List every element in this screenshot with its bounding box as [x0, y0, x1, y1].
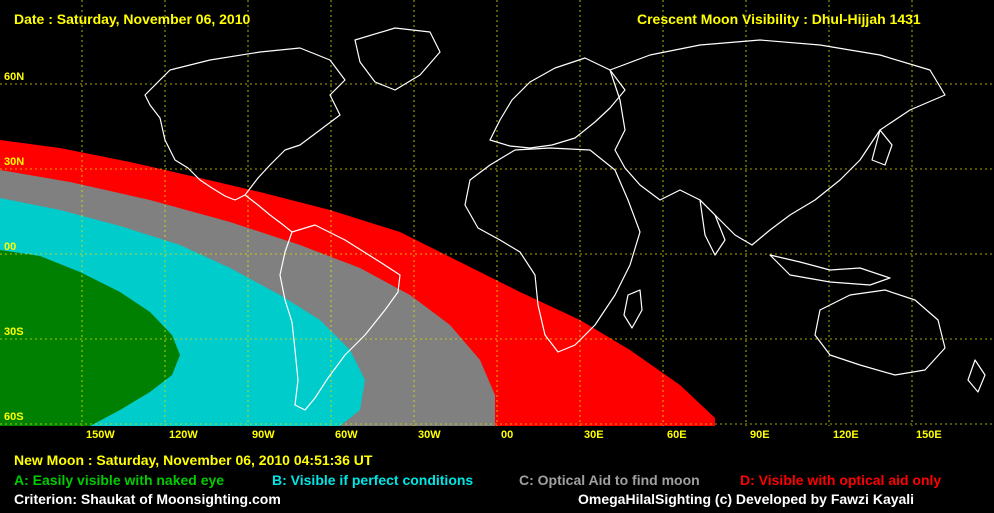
- lat-label-60s: 60S: [4, 411, 24, 423]
- legend-a: A: Easily visible with naked eye: [14, 472, 225, 488]
- indonesia-coast: [769, 254, 891, 286]
- legend-b: B: Visible if perfect conditions: [272, 472, 474, 488]
- lon-label-120e: 120E: [833, 429, 859, 441]
- lat-label-00: 00: [4, 241, 17, 253]
- lon-label-150w: 150W: [86, 429, 115, 441]
- criterion-text: Criterion: Shaukat of Moonsighting.com: [14, 491, 281, 507]
- legend-c: C: Optical Aid to find moon: [519, 472, 700, 488]
- lat-label-30s: 30S: [4, 326, 24, 338]
- grid-lines: [0, 0, 994, 426]
- lon-label-00: 00: [501, 429, 514, 441]
- new-zealand-coast: [967, 359, 986, 393]
- japan-coast: [871, 129, 893, 166]
- lat-label-60n: 60N: [4, 71, 25, 83]
- lat-label-30n: 30N: [4, 156, 25, 168]
- central-america-coast: [244, 194, 293, 233]
- madagascar-coast: [623, 289, 643, 329]
- legend-d: D: Visible with optical aid only: [740, 472, 942, 488]
- lon-label-60w: 60W: [335, 429, 358, 441]
- new-moon-time: New Moon : Saturday, November 06, 2010 0…: [14, 452, 373, 468]
- lon-label-120w: 120W: [169, 429, 198, 441]
- australia-coast: [814, 289, 946, 376]
- zone-a-green: [0, 250, 180, 426]
- africa-coast: [464, 147, 641, 353]
- credit-text: OmegaHilalSighting (c) Developed by Fawz…: [578, 491, 915, 507]
- lon-label-90e: 90E: [750, 429, 770, 441]
- lon-label-30w: 30W: [418, 429, 441, 441]
- coastlines: [144, 27, 986, 411]
- lon-label-90w: 90W: [252, 429, 275, 441]
- lon-label-30e: 30E: [584, 429, 604, 441]
- map-date: Date : Saturday, November 06, 2010: [14, 11, 251, 27]
- lon-label-150e: 150E: [916, 429, 942, 441]
- asia-coast: [609, 39, 946, 246]
- europe-coast: [489, 57, 626, 149]
- lon-label-60e: 60E: [667, 429, 687, 441]
- north-america-coast: [144, 47, 346, 201]
- map-title: Crescent Moon Visibility : Dhul-Hijjah 1…: [637, 11, 921, 27]
- greenland-coast: [354, 27, 441, 91]
- india-coast: [699, 199, 726, 256]
- south-america-coast: [279, 224, 401, 411]
